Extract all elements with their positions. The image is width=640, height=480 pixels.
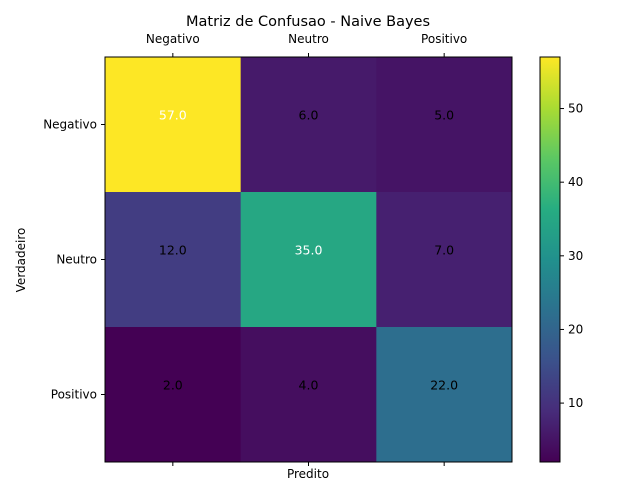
cell-value-label: 35.0 [295, 243, 323, 258]
x-tick-label: Negativo [146, 32, 200, 46]
y-tick-label: Neutro [56, 253, 97, 267]
colorbar-tick-label: 20 [568, 322, 583, 336]
heatmap-cell [376, 327, 513, 463]
heatmap-cell [105, 192, 242, 328]
heatmap-cell [376, 192, 513, 328]
heatmap-cell [240, 327, 377, 463]
heatmap-cell [376, 57, 513, 193]
x-tick-label: Neutro [288, 32, 329, 46]
cell-value-label: 22.0 [430, 378, 458, 393]
colorbar-tick-label: 50 [568, 102, 583, 116]
colorbar [539, 56, 561, 463]
heatmap-cell [240, 192, 377, 328]
cell-value-label: 5.0 [434, 108, 454, 123]
cell-value-label: 6.0 [299, 108, 319, 123]
cell-value-label: 57.0 [159, 108, 187, 123]
cell-value-label: 7.0 [434, 243, 454, 258]
heatmap-cell [240, 57, 377, 193]
x-axis-label: Predito [287, 467, 329, 480]
cell-value-label: 4.0 [299, 378, 319, 393]
x-axis-ticks: Negativo Neutro Positivo [146, 32, 467, 466]
chart-title: Matriz de Confusao - Naive Bayes [186, 14, 430, 30]
heatmap-cells: 57.0 6.0 5.0 12.0 35.0 7.0 2.0 4.0 22.0 [105, 57, 513, 463]
y-tick-label: Positivo [51, 388, 97, 402]
heatmap-cell [105, 57, 242, 193]
cell-value-label: 12.0 [159, 243, 187, 258]
y-tick-label: Negativo [43, 118, 97, 132]
cell-value-label: 2.0 [163, 378, 183, 393]
y-axis-label: Verdadeiro [14, 228, 28, 293]
colorbar-tick-label: 30 [568, 249, 583, 263]
heatmap-cell [105, 327, 242, 463]
colorbar-tick-label: 10 [568, 396, 583, 410]
y-axis-ticks: Negativo Neutro Positivo [43, 118, 105, 402]
x-tick-label: Positivo [421, 32, 467, 46]
colorbar-tick-label: 40 [568, 175, 583, 189]
colorbar-ticks: 10 20 30 40 50 [560, 102, 583, 410]
